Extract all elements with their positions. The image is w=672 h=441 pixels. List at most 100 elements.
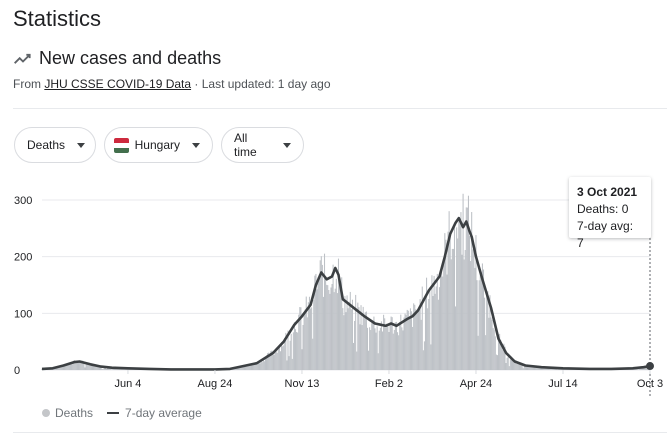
daily-death-bar: [281, 342, 283, 370]
daily-death-bar: [500, 339, 502, 370]
daily-death-bar: [420, 319, 422, 370]
daily-death-bar: [285, 332, 287, 370]
daily-death-bar: [58, 367, 60, 370]
daily-death-bar: [67, 363, 69, 370]
daily-death-bar: [355, 294, 357, 370]
daily-death-bar: [533, 366, 535, 370]
daily-death-bar: [263, 361, 265, 370]
daily-death-bar: [460, 212, 462, 370]
time-range-dropdown[interactable]: All time: [221, 127, 304, 163]
daily-death-bar: [290, 333, 292, 370]
daily-death-bar: [463, 259, 465, 370]
daily-death-bar: [314, 275, 316, 370]
daily-death-bar: [400, 314, 402, 370]
deaths-chart[interactable]: 0 100 200 300 Jun 4 Aug 24 Nov 13 Feb 2 Apr 24 Ju…: [0, 170, 672, 400]
daily-death-bar: [413, 303, 415, 370]
daily-death-bar: [316, 289, 318, 370]
daily-death-bar: [313, 300, 315, 370]
daily-death-bar: [328, 290, 330, 370]
daily-death-bar: [260, 359, 262, 370]
daily-death-bar: [308, 296, 311, 370]
daily-death-bar: [377, 353, 379, 370]
daily-death-bar: [392, 333, 394, 370]
daily-death-bar: [299, 307, 301, 370]
daily-death-bar: [347, 308, 349, 370]
daily-death-bar: [238, 367, 240, 370]
caret-down-icon: [192, 142, 200, 148]
daily-death-bar: [452, 248, 454, 370]
daily-death-bar: [76, 361, 78, 370]
daily-death-bar: [451, 248, 453, 370]
daily-death-bar: [514, 360, 516, 370]
daily-death-bar: [52, 369, 54, 370]
daily-death-bar: [493, 329, 495, 370]
daily-death-bar: [480, 272, 482, 370]
daily-death-bar: [62, 365, 65, 370]
daily-death-bar: [455, 306, 457, 370]
daily-death-bar: [387, 326, 389, 370]
daily-death-bar: [548, 368, 550, 370]
daily-death-bar: [398, 335, 400, 370]
daily-death-bar: [325, 279, 327, 370]
daily-death-bar: [345, 312, 347, 370]
daily-death-bar: [106, 367, 109, 370]
daily-death-bar: [93, 365, 95, 370]
daily-death-bar: [437, 299, 439, 370]
daily-death-bar: [379, 327, 381, 370]
daily-death-bar: [540, 367, 543, 370]
daily-death-bar: [479, 272, 481, 370]
x-tick-label: Apr 24: [460, 378, 492, 390]
daily-death-bar: [435, 286, 437, 370]
daily-death-bar: [279, 351, 282, 370]
source-link[interactable]: JHU CSSE COVID-19 Data: [44, 77, 192, 91]
daily-death-bar: [402, 330, 404, 370]
daily-death-bar: [397, 332, 399, 370]
daily-death-bar: [364, 312, 366, 370]
daily-death-bar: [384, 318, 386, 370]
daily-death-bar: [521, 364, 523, 370]
daily-death-bar: [467, 195, 469, 370]
daily-death-bar: [288, 356, 290, 370]
metric-dropdown[interactable]: Deaths: [14, 127, 96, 163]
daily-death-bar: [492, 328, 494, 370]
daily-death-bar: [334, 288, 336, 370]
daily-death-bar: [351, 299, 353, 370]
daily-death-bar: [473, 249, 475, 370]
daily-death-bar: [330, 287, 332, 370]
country-dropdown[interactable]: Hungary: [104, 127, 213, 163]
daily-death-bar: [264, 358, 266, 370]
x-tick-label: Aug 24: [198, 378, 233, 390]
daily-death-bar: [368, 350, 370, 370]
daily-death-bar: [501, 344, 503, 370]
daily-death-bar: [448, 211, 450, 370]
daily-death-bar: [253, 364, 255, 370]
daily-death-bar: [403, 317, 405, 370]
daily-death-bar: [294, 329, 297, 370]
legend-bars-label: Deaths: [55, 406, 94, 420]
daily-death-bar: [80, 362, 82, 370]
daily-death-bar: [418, 309, 420, 370]
daily-death-bar: [91, 365, 94, 370]
daily-death-bar: [270, 351, 272, 370]
daily-death-bar: [54, 368, 56, 370]
daily-death-bar: [277, 348, 279, 370]
daily-death-bar: [518, 364, 520, 370]
daily-death-bar: [246, 365, 248, 370]
divider: [13, 108, 667, 109]
last-updated: · Last updated: 1 day ago: [191, 77, 331, 91]
daily-death-bar: [410, 311, 413, 370]
daily-death-bar: [445, 239, 447, 370]
daily-death-bar: [439, 275, 442, 370]
daily-death-bar: [393, 329, 395, 370]
daily-death-bar: [389, 323, 391, 370]
daily-death-bar: [531, 366, 533, 370]
daily-death-bar: [111, 369, 113, 370]
divider: [13, 432, 667, 433]
daily-death-bar: [511, 360, 514, 370]
daily-death-bar: [477, 335, 479, 370]
hover-point: [646, 362, 654, 371]
daily-death-bar: [65, 365, 67, 370]
daily-death-bar: [416, 313, 418, 370]
daily-death-bar: [370, 329, 372, 370]
daily-death-bar: [343, 315, 345, 370]
